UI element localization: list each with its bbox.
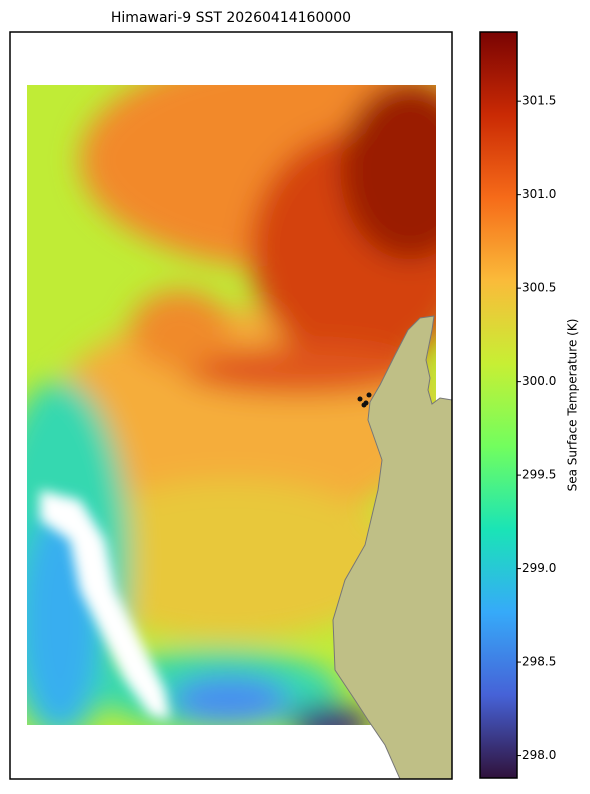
tick-label: 301.5 <box>522 94 556 108</box>
tick-label: 299.0 <box>522 561 556 575</box>
colorbar-label: Sea Surface Temperature (K) <box>566 319 580 492</box>
colorbar: 298.0 298.5 299.0 299.5 300.0 300.5 301.0 301.5… <box>479 31 580 779</box>
tick-label: 301.0 <box>522 187 556 201</box>
tick-label: 298.5 <box>522 655 556 669</box>
map-frame <box>9 31 453 780</box>
tick-label: 298.0 <box>522 748 556 762</box>
sst-field <box>27 85 436 725</box>
chart-title: Himawari-9 SST 20260414160000 <box>111 10 351 26</box>
station-markers <box>357 392 372 408</box>
map <box>9 31 453 780</box>
tick-label: 300.0 <box>522 374 556 388</box>
tick-label: 300.5 <box>522 281 556 295</box>
tick-label: 299.5 <box>522 468 556 482</box>
land <box>332 315 453 780</box>
colorbar-fill <box>479 31 518 779</box>
